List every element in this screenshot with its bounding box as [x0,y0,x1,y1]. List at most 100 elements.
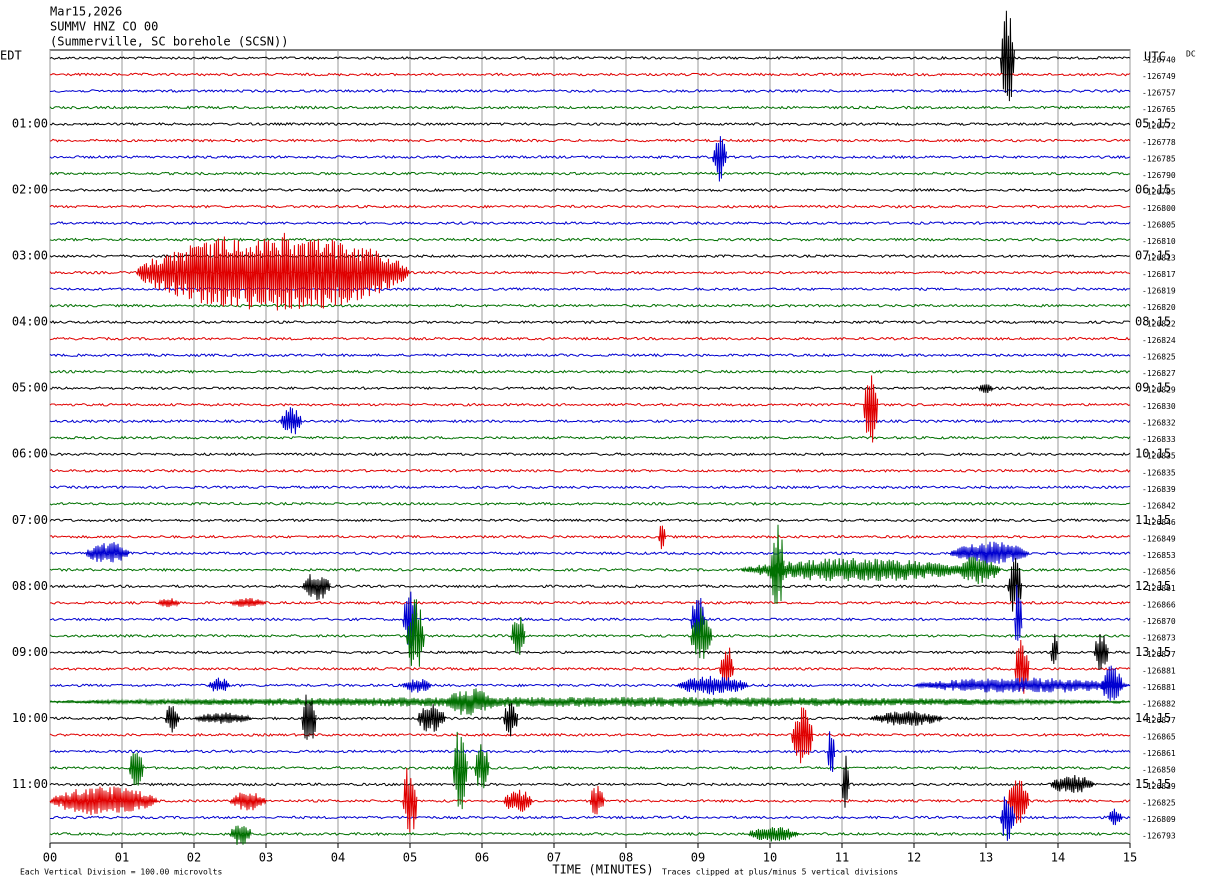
trace [49,518,1131,523]
x-tick-label: 13 [979,851,993,865]
left-time-label: 09:00 [12,645,48,659]
row-offset: -126870 [1142,617,1176,626]
row-offset: -126809 [1142,815,1176,824]
x-tick-label: 10 [763,851,777,865]
row-offset: -126881 [1142,666,1176,675]
trace [49,155,1131,160]
seismic-event [1100,665,1123,701]
seismic-event [301,694,317,740]
right-time-label: 11:15 [1135,513,1171,527]
row-offset: -126757 [1142,89,1176,98]
right-time-label: 10:15 [1135,447,1171,461]
x-tick-label: 11 [835,851,849,865]
seismic-event [863,375,879,443]
x-tick-label: 15 [1123,851,1137,865]
row-offset: -126795 [1142,188,1176,197]
right-time-label: 14:15 [1135,711,1171,725]
row-offset: -126873 [1142,633,1176,642]
seismic-event [1050,633,1059,665]
trace [49,468,1131,473]
seismic-event [769,524,785,605]
left-time-label: 03:00 [12,249,48,263]
left-time-label: 07:00 [12,513,48,527]
row-offset: -126830 [1142,402,1176,411]
date: Mar15,2026 [50,5,122,19]
left-axis-title: EDT [0,49,22,63]
row-offset: -126877 [1142,716,1176,725]
trace [49,501,1131,506]
plot-frame [49,49,1131,844]
trace [50,666,1131,671]
seismic-event [956,556,1001,585]
trace [49,386,1131,391]
trace [49,138,1131,143]
right-time-label: 08:15 [1135,315,1171,329]
trace [49,732,1131,737]
trace [49,88,1131,93]
seismic-event [193,712,252,724]
row-offset: -126881 [1142,683,1176,692]
trace [49,121,1131,126]
trace [49,369,1131,374]
x-axis-label: TIME (MINUTES) [552,863,653,877]
seismic-event [279,407,302,435]
scale-note: Each Vertical Division = 100.00 microvol… [20,868,222,877]
x-tick-label: 12 [907,851,921,865]
seismic-event [49,696,1131,707]
row-offset: -126842 [1142,501,1176,510]
seismic-event [1107,808,1123,826]
seismic-event [841,755,850,808]
right-time-label: 06:15 [1135,183,1171,197]
trace [49,617,1131,622]
seismic-event [589,785,605,815]
seismic-event [164,705,180,733]
x-tick-label: 04 [331,851,345,865]
x-tick-label: 07 [547,851,561,865]
x-tick-label: 14 [1051,851,1065,865]
trace [49,221,1131,226]
trace [49,320,1131,325]
seismic-event [510,616,526,656]
left-time-label: 11:00 [12,777,48,791]
row-offset: -126820 [1142,303,1176,312]
seismic-event [474,744,490,789]
trace [49,435,1131,440]
trace [49,633,1131,638]
right-time-label: 05:15 [1135,117,1171,131]
row-offset: -126839 [1142,782,1176,791]
trace [50,600,1131,605]
x-tick-label: 05 [403,851,417,865]
seismic-event [999,10,1015,102]
x-tick-label: 06 [475,851,489,865]
seismic-event [870,711,944,726]
trace [49,749,1131,754]
trace [49,105,1131,110]
row-offset: -126790 [1142,171,1176,180]
trace [49,485,1131,490]
trace [49,815,1131,820]
row-offset: -126861 [1142,584,1176,593]
row-offset: -126825 [1142,798,1176,807]
x-tick-label: 02 [187,851,201,865]
row-offset: -126882 [1142,699,1176,708]
station: (Summerville, SC borehole (SCSN)) [50,35,288,49]
trace [49,782,1131,787]
left-time-label: 05:00 [12,381,48,395]
trace [49,353,1131,358]
seismic-event [949,541,1030,566]
trace [49,765,1131,771]
seismic-event [1007,558,1023,612]
seismic-event [445,688,497,716]
row-offset: -126805 [1142,221,1176,230]
seismic-event [85,542,130,563]
row-offset: -126846 [1142,518,1176,527]
seismic-event [416,704,446,732]
seismic-event [978,384,994,393]
trace [49,204,1131,209]
row-offset: -126833 [1142,435,1176,444]
trace [49,831,1131,837]
row-offset: -126810 [1142,237,1176,246]
trace [49,55,1131,60]
row-offset: -126813 [1142,254,1176,263]
seismic-event [999,796,1015,841]
